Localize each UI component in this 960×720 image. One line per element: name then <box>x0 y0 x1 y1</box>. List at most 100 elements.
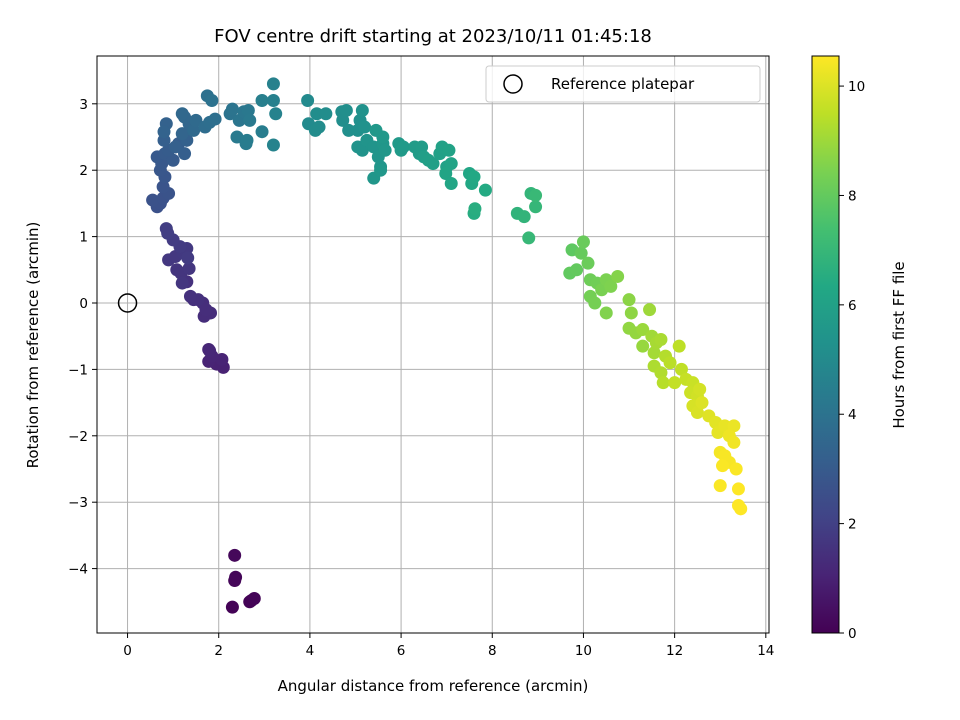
scatter-point <box>576 235 590 249</box>
legend-marker-icon <box>503 74 523 94</box>
scatter-point <box>266 93 280 107</box>
scatter-point <box>189 113 203 127</box>
scatter-point <box>378 143 392 157</box>
scatter-point <box>731 482 745 496</box>
scatter-point <box>355 143 369 157</box>
chart-title: FOV centre drift starting at 2023/10/11 … <box>214 26 652 47</box>
scatter-point <box>225 102 239 116</box>
scatter-point <box>442 143 456 157</box>
scatter-point <box>654 333 668 347</box>
scatter-point <box>166 153 180 167</box>
scatter-point <box>467 170 481 184</box>
scatter-point <box>529 188 543 202</box>
scatter-point <box>301 93 315 107</box>
scatter-point <box>713 479 727 493</box>
scatter-point <box>374 163 388 177</box>
scatter-point <box>622 293 636 307</box>
y-tick-label: −3 <box>68 495 88 511</box>
scatter-point <box>727 435 741 449</box>
scatter-point <box>187 123 201 137</box>
scatter-point <box>656 376 670 390</box>
scatter-point <box>255 93 269 107</box>
scatter-point <box>604 279 618 293</box>
scatter-point <box>718 419 732 433</box>
scatter-point <box>439 167 453 181</box>
colorbar-tick-label: 8 <box>848 188 857 204</box>
x-tick-label: 14 <box>757 643 774 659</box>
scatter-point <box>355 103 369 117</box>
scatter-point <box>695 396 709 410</box>
scatter-point <box>240 133 254 147</box>
scatter-point <box>358 120 372 134</box>
colorbar-tick-label: 4 <box>848 407 857 423</box>
y-tick-label: 1 <box>79 230 88 246</box>
colorbar-tick-label: 2 <box>848 517 857 533</box>
scatter-point <box>175 276 189 290</box>
y-tick-label: 3 <box>79 97 88 113</box>
x-axis-label: Angular distance from reference (arcmin) <box>278 677 589 695</box>
scatter-point <box>574 246 588 260</box>
scatter-point <box>636 323 650 337</box>
scatter-point <box>478 183 492 197</box>
scatter-point <box>588 296 602 310</box>
data-points <box>146 77 748 614</box>
scatter-point <box>734 502 748 516</box>
plot-frame <box>96 55 770 634</box>
y-tick-label: −1 <box>68 362 88 378</box>
scatter-point <box>570 263 584 277</box>
scatter-point <box>599 306 613 320</box>
scatter-point <box>727 419 741 433</box>
scatter-point <box>228 548 242 562</box>
scatter-point <box>643 303 657 317</box>
scatter-point <box>175 107 189 121</box>
scatter-point <box>255 125 269 139</box>
scatter-point <box>468 202 482 216</box>
colorbar-tick-label: 6 <box>848 298 857 314</box>
y-axis-label: Rotation from reference (arcmin) <box>24 222 42 469</box>
scatter-point <box>529 200 543 214</box>
scatter-point <box>156 180 170 194</box>
scatter-point <box>369 123 383 137</box>
scatter-point <box>182 261 196 275</box>
scatter-point <box>168 140 182 154</box>
scatter-point <box>336 113 350 127</box>
legend-box <box>485 65 761 103</box>
scatter-point <box>339 103 353 117</box>
scatter-point <box>183 289 197 303</box>
grid-lines <box>97 56 769 633</box>
scatter-point <box>444 176 458 190</box>
scatter-point <box>178 147 192 161</box>
scatter-point <box>157 125 171 139</box>
scatter-point <box>647 346 661 360</box>
scatter-point <box>624 306 638 320</box>
legend-label: Reference platepar <box>551 75 695 93</box>
scatter-point <box>715 459 729 473</box>
scatter-point <box>310 107 324 121</box>
colorbar-label: Hours from first FF file <box>890 261 908 428</box>
x-axis-ticks: 0 2 4 6 8 10 12 14 <box>123 633 774 659</box>
y-tick-label: 2 <box>79 163 88 179</box>
x-tick-label: 4 <box>306 643 315 659</box>
scatter-point <box>663 356 677 370</box>
scatter-point <box>225 600 239 614</box>
scatter-point <box>636 339 650 353</box>
colorbar <box>811 55 840 634</box>
legend: Reference platepar <box>485 65 761 103</box>
scatter-point <box>266 77 280 91</box>
scatter-point <box>444 157 458 171</box>
colorbar-tick-label: 0 <box>848 626 857 642</box>
scatter-point <box>674 362 688 376</box>
scatter-point <box>611 269 625 283</box>
scatter-point <box>312 120 326 134</box>
scatter-point <box>522 231 536 245</box>
scatter-point <box>181 251 195 265</box>
y-tick-label: −2 <box>68 429 88 445</box>
scatter-point <box>228 574 242 588</box>
scatter-point <box>205 93 219 107</box>
scatter-point <box>208 112 222 126</box>
scatter-point <box>693 382 707 396</box>
scatter-point <box>266 138 280 152</box>
scatter-point <box>247 591 261 605</box>
scatter-point <box>269 107 283 121</box>
